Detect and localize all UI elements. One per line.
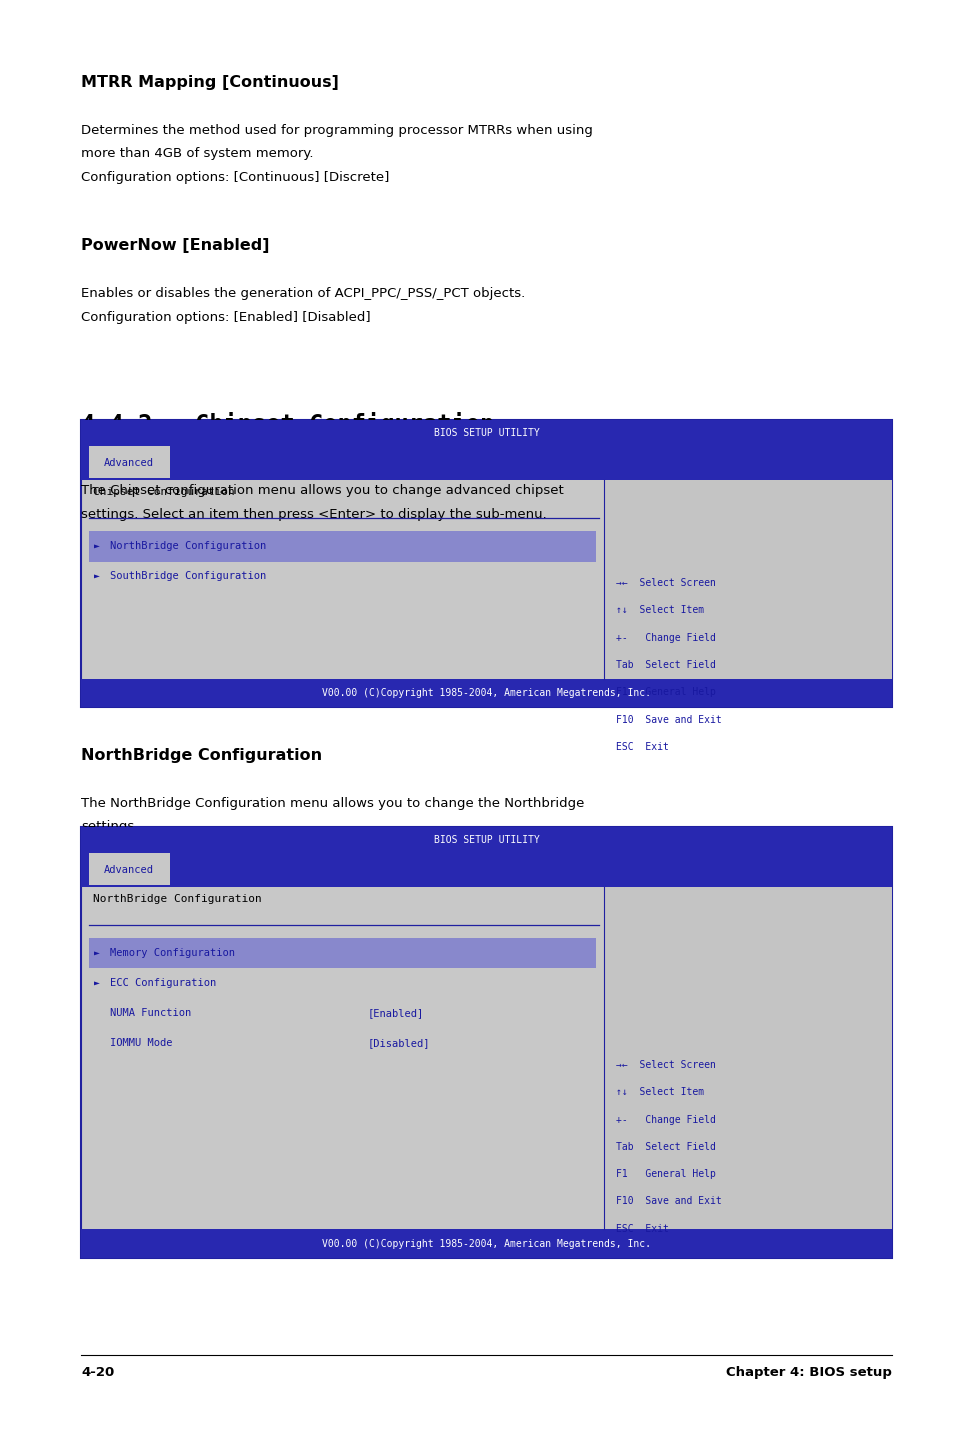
Text: ESC  Exit: ESC Exit (615, 1224, 668, 1234)
Text: →←  Select Screen: →← Select Screen (615, 1060, 715, 1070)
Bar (81, 854, 891, 886)
Bar (89, 854, 170, 886)
Text: settings. Select an item then press <Enter> to display the sub-menu.: settings. Select an item then press <Ent… (81, 508, 546, 521)
Text: ↑↓  Select Item: ↑↓ Select Item (615, 605, 703, 615)
Bar (81, 1229, 891, 1258)
Text: SouthBridge Configuration: SouthBridge Configuration (110, 571, 266, 581)
Text: F1   General Help: F1 General Help (615, 687, 715, 697)
Text: ECC Configuration: ECC Configuration (110, 978, 215, 988)
Text: Chapter 4: BIOS setup: Chapter 4: BIOS setup (725, 1366, 891, 1379)
Text: Memory Configuration: Memory Configuration (110, 948, 234, 958)
Text: ►: ► (93, 541, 99, 551)
Text: ►: ► (93, 948, 99, 958)
Text: Advanced: Advanced (104, 459, 154, 467)
Text: F10  Save and Exit: F10 Save and Exit (615, 715, 720, 725)
Bar (81, 446, 891, 480)
Text: Tab  Select Field: Tab Select Field (615, 1142, 715, 1152)
Text: The Chipset configuration menu allows you to change advanced chipset: The Chipset configuration menu allows yo… (81, 483, 563, 498)
Text: Determines the method used for programming processor MTRRs when using: Determines the method used for programmi… (81, 124, 593, 137)
Bar (89, 446, 170, 477)
Bar (81, 827, 891, 854)
Bar (603, 886, 891, 1229)
Text: ↑↓  Select Item: ↑↓ Select Item (615, 1087, 703, 1097)
Text: F1   General Help: F1 General Help (615, 1169, 715, 1179)
Text: NUMA Function: NUMA Function (110, 1008, 191, 1018)
Text: BIOS SETUP UTILITY: BIOS SETUP UTILITY (434, 835, 538, 846)
Text: [Disabled]: [Disabled] (367, 1038, 430, 1048)
Text: BIOS SETUP UTILITY: BIOS SETUP UTILITY (434, 429, 538, 439)
Text: MTRR Mapping [Continuous]: MTRR Mapping [Continuous] (81, 75, 338, 89)
Text: NorthBridge Configuration: NorthBridge Configuration (92, 894, 261, 903)
Text: 4.4.2   Chipset Configuration: 4.4.2 Chipset Configuration (81, 413, 494, 437)
Text: +-   Change Field: +- Change Field (615, 633, 715, 643)
Bar (81, 420, 891, 446)
Text: Configuration options: [Enabled] [Disabled]: Configuration options: [Enabled] [Disabl… (81, 311, 371, 324)
Text: [Enabled]: [Enabled] (367, 1008, 423, 1018)
Text: V00.00 (C)Copyright 1985-2004, American Megatrends, Inc.: V00.00 (C)Copyright 1985-2004, American … (322, 689, 650, 697)
Text: The NorthBridge Configuration menu allows you to change the Northbridge: The NorthBridge Configuration menu allow… (81, 797, 584, 810)
Text: NorthBridge Configuration: NorthBridge Configuration (110, 541, 266, 551)
Text: Configuration options: [Continuous] [Discrete]: Configuration options: [Continuous] [Dis… (81, 171, 389, 184)
Text: more than 4GB of system memory.: more than 4GB of system memory. (81, 148, 314, 161)
Text: Advanced: Advanced (104, 866, 154, 874)
Text: F10  Save and Exit: F10 Save and Exit (615, 1196, 720, 1206)
Bar (603, 480, 891, 679)
Bar (81, 827, 891, 1258)
Text: ►: ► (93, 571, 99, 581)
Bar (89, 532, 596, 562)
Bar (89, 939, 596, 969)
Text: Enables or disables the generation of ACPI_PPC/_PSS/_PCT objects.: Enables or disables the generation of AC… (81, 288, 525, 301)
Text: settings.: settings. (81, 821, 138, 834)
Text: +-   Change Field: +- Change Field (615, 1114, 715, 1125)
Text: ESC  Exit: ESC Exit (615, 742, 668, 752)
Bar (81, 679, 891, 707)
Text: →←  Select Screen: →← Select Screen (615, 578, 715, 588)
Text: Chipset Configuration: Chipset Configuration (92, 486, 234, 496)
Text: NorthBridge Configuration: NorthBridge Configuration (81, 748, 322, 762)
Text: IOMMU Mode: IOMMU Mode (110, 1038, 172, 1048)
Text: ►: ► (93, 978, 99, 988)
Text: PowerNow [Enabled]: PowerNow [Enabled] (81, 239, 270, 253)
Text: 4-20: 4-20 (81, 1366, 114, 1379)
Text: V00.00 (C)Copyright 1985-2004, American Megatrends, Inc.: V00.00 (C)Copyright 1985-2004, American … (322, 1240, 650, 1248)
Bar (81, 420, 891, 707)
Text: Tab  Select Field: Tab Select Field (615, 660, 715, 670)
